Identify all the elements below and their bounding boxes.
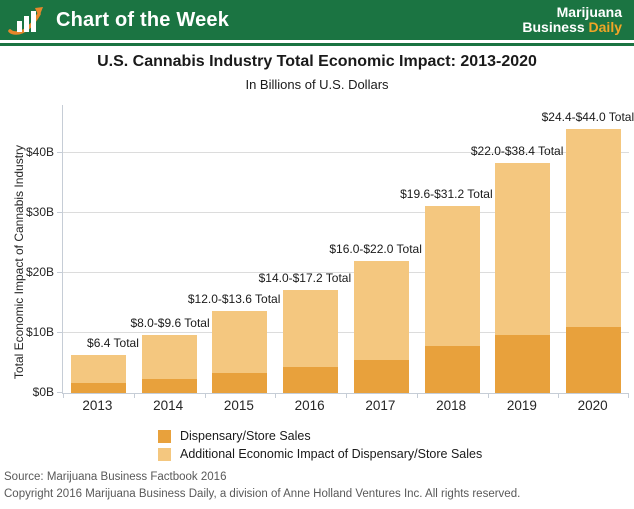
bar-total-label: $24.4-$44.0 Total bbox=[541, 110, 634, 124]
x-tick-mark bbox=[134, 394, 135, 398]
segment-dispensary-sales bbox=[212, 372, 268, 393]
legend-item: Dispensary/Store Sales bbox=[158, 427, 482, 445]
bar-total-label: $16.0-$22.0 Total bbox=[329, 242, 422, 256]
bar-2019 bbox=[495, 162, 551, 393]
bar-2020 bbox=[566, 129, 622, 393]
footer-copyright: Copyright 2016 Marijuana Business Daily,… bbox=[4, 488, 521, 500]
segment-additional-impact bbox=[212, 311, 268, 373]
bar-total-label: $8.0-$9.6 Total bbox=[130, 316, 210, 331]
x-axis-label: 2016 bbox=[294, 398, 325, 413]
segment-additional-impact bbox=[495, 162, 551, 336]
legend-swatch bbox=[158, 429, 171, 443]
legend-label: Additional Economic Impact of Dispensary… bbox=[180, 447, 483, 461]
x-axis-label: 2019 bbox=[506, 398, 537, 413]
bar-2016 bbox=[283, 289, 339, 393]
header-banner: Chart of the Week Marijuana Business Dai… bbox=[0, 0, 634, 40]
x-tick-mark bbox=[205, 394, 206, 398]
y-tick-mark bbox=[57, 332, 62, 333]
segment-additional-impact bbox=[283, 289, 339, 368]
bar-2013 bbox=[70, 354, 126, 393]
bar-total-label: $12.0-$13.6 Total bbox=[187, 292, 281, 307]
gridline bbox=[63, 272, 629, 273]
bar-2014 bbox=[141, 335, 197, 393]
banner-title: Chart of the Week bbox=[56, 8, 230, 31]
brand-line1: Marijuana bbox=[556, 4, 622, 20]
segment-dispensary-sales bbox=[495, 335, 551, 393]
gridline bbox=[63, 152, 629, 153]
brand-daily: Daily bbox=[588, 19, 622, 35]
segment-additional-impact bbox=[424, 205, 480, 347]
footer-source: Source: Marijuana Business Factbook 2016 bbox=[4, 471, 227, 483]
bar-2017 bbox=[353, 261, 409, 393]
x-axis-label: 2014 bbox=[153, 398, 184, 413]
x-axis-label: 2018 bbox=[436, 398, 467, 413]
y-tick-label: $30B bbox=[25, 205, 54, 219]
bar-total-label: $6.4 Total bbox=[87, 335, 139, 350]
segment-dispensary-sales bbox=[283, 367, 339, 393]
bar-chart-logo-icon bbox=[8, 4, 48, 36]
y-tick-mark bbox=[57, 272, 62, 273]
y-tick-label: $10B bbox=[25, 325, 54, 339]
legend: Dispensary/Store Sales Additional Economi… bbox=[158, 427, 482, 463]
gridline bbox=[63, 332, 629, 333]
bar-total-label: $14.0-$17.2 Total bbox=[258, 270, 352, 285]
brand-line2: Business Daily bbox=[522, 20, 622, 35]
x-tick-mark bbox=[346, 394, 347, 398]
segment-dispensary-sales bbox=[566, 327, 622, 393]
brand-logo: Marijuana Business Daily bbox=[522, 5, 626, 35]
bar-total-label: $22.0-$38.4 Total bbox=[470, 143, 564, 158]
y-tick-label: $0B bbox=[32, 385, 54, 399]
legend-swatch bbox=[158, 447, 171, 461]
banner-divider bbox=[0, 43, 634, 46]
x-axis-label: 2013 bbox=[82, 398, 113, 413]
gridline bbox=[63, 212, 629, 213]
segment-dispensary-sales bbox=[424, 346, 480, 393]
brand-business: Business bbox=[522, 19, 585, 35]
segment-additional-impact bbox=[141, 335, 197, 379]
x-tick-mark bbox=[417, 394, 418, 398]
segment-dispensary-sales bbox=[353, 360, 409, 393]
legend-label: Dispensary/Store Sales bbox=[180, 429, 311, 443]
x-tick-mark bbox=[63, 394, 64, 398]
bar-2015 bbox=[212, 311, 268, 393]
segment-additional-impact bbox=[566, 129, 622, 327]
legend-item: Additional Economic Impact of Dispensary… bbox=[158, 445, 482, 463]
x-axis-label: 2017 bbox=[365, 398, 396, 413]
segment-dispensary-sales bbox=[141, 378, 197, 393]
x-tick-mark bbox=[488, 394, 489, 398]
x-axis-label: 2015 bbox=[223, 398, 254, 413]
y-tick-label: $20B bbox=[25, 265, 54, 279]
chart-subtitle: In Billions of U.S. Dollars bbox=[245, 77, 389, 92]
x-tick-mark bbox=[558, 394, 559, 398]
x-axis-label: 2020 bbox=[577, 398, 608, 413]
chart-area: Total Economic Impact of Cannabis Indust… bbox=[0, 100, 634, 425]
y-tick-label: $40B bbox=[25, 145, 54, 159]
y-tick-mark bbox=[57, 212, 62, 213]
bar-2018 bbox=[424, 205, 480, 393]
x-tick-mark bbox=[275, 394, 276, 398]
chart-title: U.S. Cannabis Industry Total Economic Im… bbox=[97, 53, 537, 70]
segment-additional-impact bbox=[70, 354, 126, 384]
segment-additional-impact bbox=[353, 261, 409, 360]
y-tick-mark bbox=[57, 152, 62, 153]
plot-area: $6.4 Total $8.0-$9.6 Total $12.0-$13.6 Tot… bbox=[57, 105, 634, 398]
y-tick-mark bbox=[57, 392, 62, 393]
x-tick-mark bbox=[628, 394, 629, 398]
segment-dispensary-sales bbox=[70, 383, 126, 393]
bar-total-label: $19.6-$31.2 Total bbox=[400, 186, 493, 201]
